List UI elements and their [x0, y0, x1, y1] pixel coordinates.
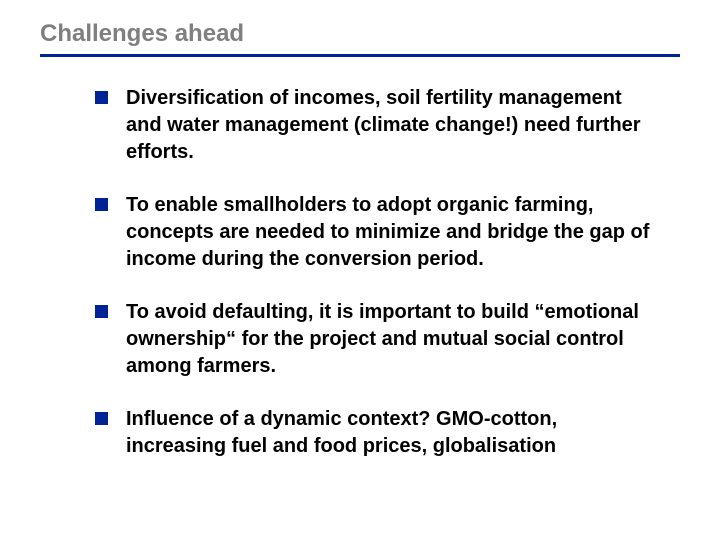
- bullet-text: Influence of a dynamic context? GMO-cott…: [126, 406, 660, 460]
- bullet-list: Diversification of incomes, soil fertili…: [40, 85, 680, 460]
- bullet-text: To enable smallholders to adopt organic …: [126, 192, 660, 273]
- bullet-text: To avoid defaulting, it is important to …: [126, 299, 660, 380]
- square-bullet-icon: [95, 91, 108, 104]
- list-item: To avoid defaulting, it is important to …: [95, 299, 660, 380]
- list-item: Influence of a dynamic context? GMO-cott…: [95, 406, 660, 460]
- title-rule: [40, 54, 680, 57]
- square-bullet-icon: [95, 198, 108, 211]
- square-bullet-icon: [95, 412, 108, 425]
- list-item: To enable smallholders to adopt organic …: [95, 192, 660, 273]
- slide-title: Challenges ahead: [40, 20, 680, 48]
- slide: Challenges ahead Diversification of inco…: [0, 0, 720, 540]
- list-item: Diversification of incomes, soil fertili…: [95, 85, 660, 166]
- bullet-text: Diversification of incomes, soil fertili…: [126, 85, 660, 166]
- square-bullet-icon: [95, 305, 108, 318]
